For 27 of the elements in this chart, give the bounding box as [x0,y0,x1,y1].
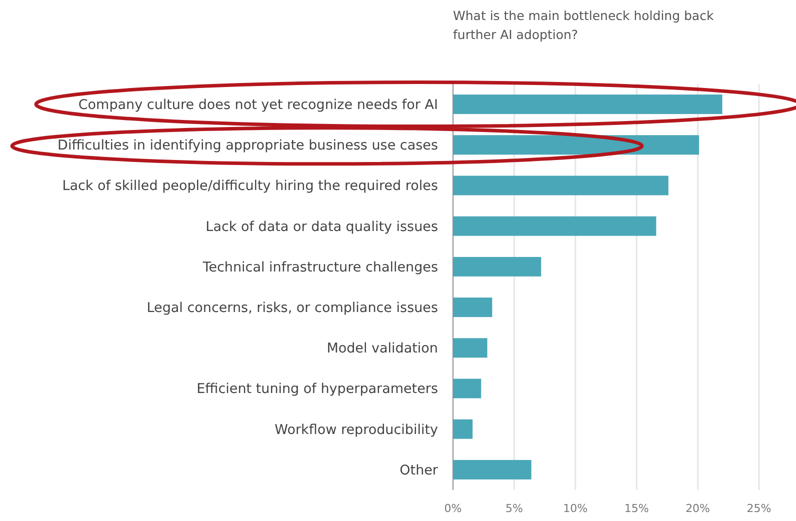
bar [453,256,542,276]
y-tick-label: Legal concerns, risks, or compliance issues [146,300,438,316]
y-tick-label: Other [400,462,438,478]
bar [453,216,656,236]
y-tick-label: Difficulties in identifying appropriate business use cases [58,138,438,154]
y-tick-label: Model validation [326,340,438,357]
bar [453,135,700,155]
bar [453,378,482,398]
x-tick-label: 5% [505,502,523,515]
x-tick-label: 25% [746,502,772,515]
x-tick-label: 20% [686,502,710,515]
y-tick-label: Company culture does not yet recognize needs for AI [78,97,438,114]
x-tick-label: 10% [563,502,588,515]
x-tick-label: 0% [444,502,462,515]
chart-title: What is the main bottleneck holding back further AI adoption? [453,8,714,42]
y-tick-label: Workflow reproducibility [274,422,438,438]
y-tick-label: Lack of skilled people/difficulty hiring the required roles [62,178,438,194]
bar [453,338,488,358]
bar [453,419,473,439]
bar [453,176,668,196]
y-tick-label: Efficient tuning of hyperparameters [196,381,438,398]
bar [453,94,722,114]
bar [453,298,492,318]
y-tick-label: Lack of data or data quality issues [206,218,438,235]
bar [453,460,532,480]
x-tick-label: 15% [624,502,649,515]
y-tick-label: Technical infrastructure challenges [202,259,438,276]
